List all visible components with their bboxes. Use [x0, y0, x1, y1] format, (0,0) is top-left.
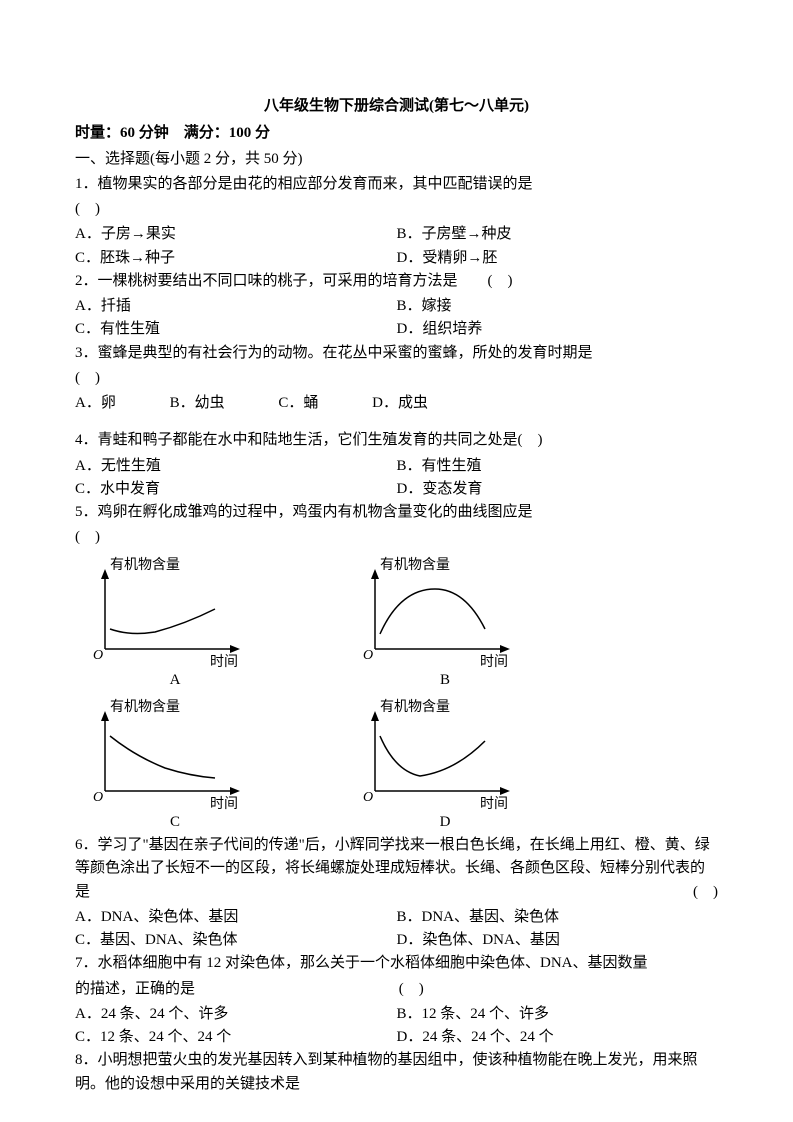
chart-b-ylabel: 有机物含量 [380, 557, 450, 573]
chart-d-curve [380, 736, 485, 776]
chart-b-xlabel: 时间 [480, 654, 508, 669]
chart-b-origin: O [363, 648, 373, 663]
q3-opt-d: D．成虫 [372, 395, 428, 411]
chart-row-1: 有机物含量 O 时间 有机物含量 O 时间 [75, 554, 718, 669]
q1-opt-d: D．受精卵→胚 [397, 247, 719, 270]
q1-opt-a: A．子房→果实 [75, 223, 397, 246]
chart-c-svg: 有机物含量 O 时间 [75, 696, 275, 811]
chart-label-b: B [345, 669, 545, 692]
q6-stem: 6．学习了"基因在亲子代间的传递"后，小辉同学找来一根白色长绳，在长绳上用红、橙… [75, 834, 718, 904]
exam-info: 时量：60 分钟 满分：100 分 [75, 122, 718, 145]
chart-c-origin: O [93, 790, 103, 805]
q7-options-row2: C．12 条、24 个、24 个 D．24 条、24 个、24 个 [75, 1026, 718, 1049]
q6-paren: ( ) [693, 881, 718, 904]
chart-b-svg: 有机物含量 O 时间 [345, 554, 545, 669]
q4-opt-b: B．有性生殖 [397, 455, 719, 478]
q6-opt-c: C．基因、DNA、染色体 [75, 929, 397, 952]
chart-d-xlabel: 时间 [480, 796, 508, 811]
q5-stem: 5．鸡卵在孵化成雏鸡的过程中，鸡蛋内有机物含量变化的曲线图应是 [75, 501, 718, 524]
chart-a-xlabel: 时间 [210, 654, 238, 669]
q3-opt-b: B．幼虫 [170, 395, 225, 411]
q2-opt-d: D．组织培养 [397, 318, 719, 341]
q7-stem1: 7．水稻体细胞中有 12 对染色体，那么关于一个水稻体细胞中染色体、DNA、基因… [75, 952, 718, 975]
page-title: 八年级生物下册综合测试(第七～八单元) [75, 95, 718, 118]
q2-opt-a: A．扦插 [75, 295, 397, 318]
q4-opt-a: A．无性生殖 [75, 455, 397, 478]
q2-opt-b: B．嫁接 [397, 295, 719, 318]
q6-stem-text: 6．学习了"基因在亲子代间的传递"后，小辉同学找来一根白色长绳，在长绳上用红、橙… [75, 837, 710, 900]
chart-label-c: C [75, 811, 275, 834]
q6-opt-a: A．DNA、染色体、基因 [75, 906, 397, 929]
chart-c: 有机物含量 O 时间 [75, 696, 275, 811]
section-1-header: 一、选择题(每小题 2 分，共 50 分) [75, 148, 718, 171]
q4-stem: 4．青蛙和鸭子都能在水中和陆地生活，它们生殖发育的共同之处是( ) [75, 429, 718, 452]
chart-c-curve [110, 736, 215, 778]
chart-d-origin: O [363, 790, 373, 805]
chart-labels-cd: C D [75, 811, 718, 834]
q7-opt-a: A．24 条、24 个、许多 [75, 1003, 397, 1026]
q1-paren: ( ) [75, 198, 718, 221]
q7-opt-c: C．12 条、24 个、24 个 [75, 1026, 397, 1049]
chart-a-ylabel: 有机物含量 [110, 557, 180, 573]
q2-options-row2: C．有性生殖 D．组织培养 [75, 318, 718, 341]
q4-options-row2: C．水中发育 D．变态发育 [75, 478, 718, 501]
q2-opt-c: C．有性生殖 [75, 318, 397, 341]
q1-stem: 1．植物果实的各部分是由花的相应部分发育而来，其中匹配错误的是 [75, 173, 718, 196]
chart-b-curve [380, 589, 485, 634]
chart-a-curve [110, 609, 215, 633]
q1-opt-b: B．子房壁→种皮 [397, 223, 719, 246]
q4-options-row1: A．无性生殖 B．有性生殖 [75, 455, 718, 478]
chart-row-2: 有机物含量 O 时间 有机物含量 O 时间 [75, 696, 718, 811]
q7-options-row1: A．24 条、24 个、许多 B．12 条、24 个、许多 [75, 1003, 718, 1026]
q6-options-row1: A．DNA、染色体、基因 B．DNA、基因、染色体 [75, 906, 718, 929]
chart-a-origin: O [93, 648, 103, 663]
q2-options-row1: A．扦插 B．嫁接 [75, 295, 718, 318]
chart-label-a: A [75, 669, 275, 692]
q1-opt-c: C．胚珠→种子 [75, 247, 397, 270]
q4-opt-d: D．变态发育 [397, 478, 719, 501]
q1-options-row1: A．子房→果实 B．子房壁→种皮 [75, 223, 718, 246]
q3-stem: 3．蜜蜂是典型的有社会行为的动物。在花丛中采蜜的蜜蜂，所处的发育时期是 [75, 342, 718, 365]
q8-stem: 8．小明想把萤火虫的发光基因转入到某种植物的基因组中，使该种植物能在晚上发光，用… [75, 1049, 718, 1096]
q3-options: A．卵 B．幼虫 C．蛹 D．成虫 [75, 392, 718, 415]
q7-opt-d: D．24 条、24 个、24 个 [397, 1026, 719, 1049]
chart-a-svg: 有机物含量 O 时间 [75, 554, 275, 669]
q2-stem: 2．一棵桃树要结出不同口味的桃子，可采用的培育方法是 ( ) [75, 270, 718, 293]
chart-d-ylabel: 有机物含量 [380, 699, 450, 715]
chart-label-d: D [345, 811, 545, 834]
q6-opt-b: B．DNA、基因、染色体 [397, 906, 719, 929]
chart-labels-ab: A B [75, 669, 718, 692]
q1-options-row2: C．胚珠→种子 D．受精卵→胚 [75, 247, 718, 270]
q7-opt-b: B．12 条、24 个、许多 [397, 1003, 719, 1026]
q4-opt-c: C．水中发育 [75, 478, 397, 501]
q3-opt-c: C．蛹 [278, 395, 318, 411]
q7-paren: ( ) [399, 981, 424, 997]
q6-options-row2: C．基因、DNA、染色体 D．染色体、DNA、基因 [75, 929, 718, 952]
q5-paren: ( ) [75, 526, 718, 549]
chart-d-svg: 有机物含量 O 时间 [345, 696, 545, 811]
chart-c-xlabel: 时间 [210, 796, 238, 811]
chart-d: 有机物含量 O 时间 [345, 696, 545, 811]
q7-stem2: 的描述，正确的是 [75, 981, 195, 997]
chart-a: 有机物含量 O 时间 [75, 554, 275, 669]
q7-stem2-line: 的描述，正确的是 ( ) [75, 978, 718, 1001]
chart-b: 有机物含量 O 时间 [345, 554, 545, 669]
q3-opt-a: A．卵 [75, 395, 116, 411]
q6-opt-d: D．染色体、DNA、基因 [397, 929, 719, 952]
q3-paren: ( ) [75, 367, 718, 390]
chart-c-ylabel: 有机物含量 [110, 699, 180, 715]
